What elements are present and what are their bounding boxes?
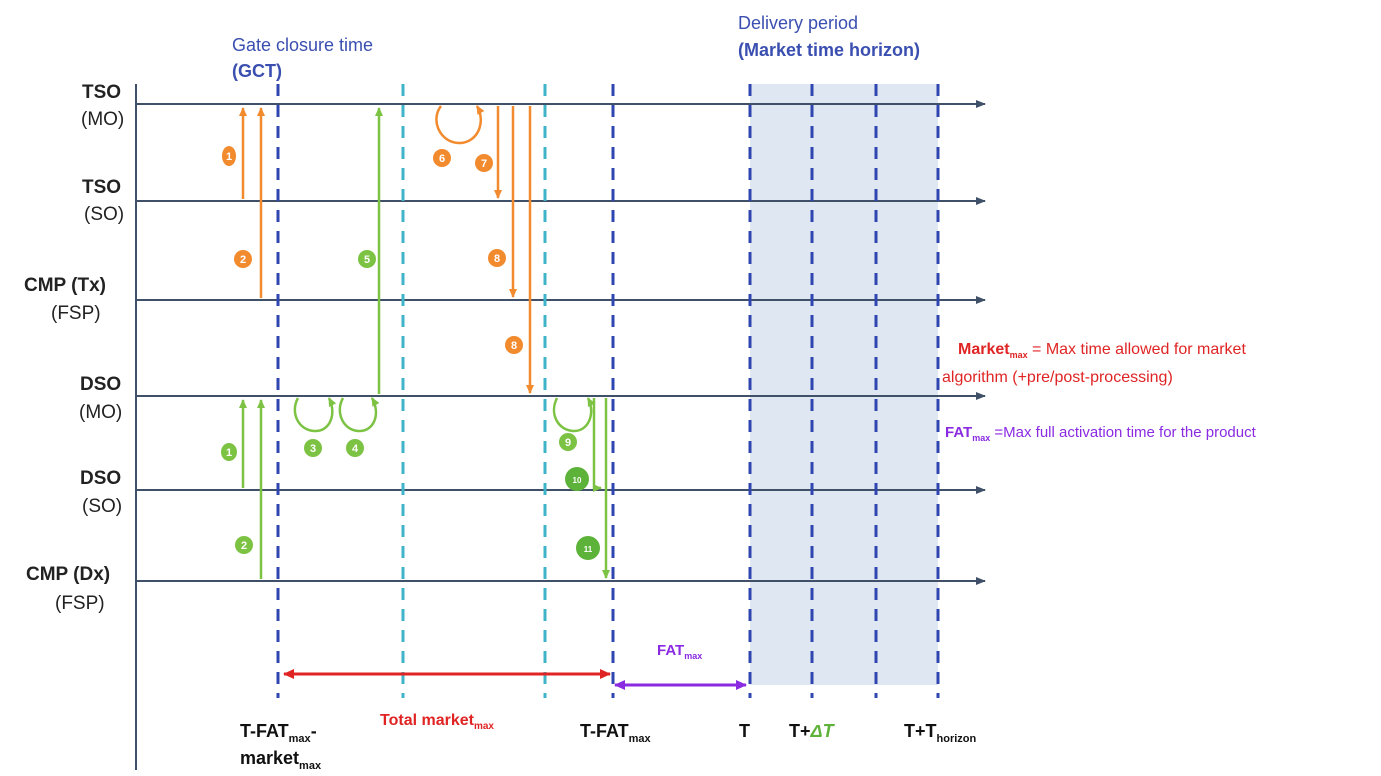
actor-name: DSO — [80, 468, 121, 489]
step-marker: 11 — [576, 536, 600, 560]
milestone-lines — [276, 84, 940, 698]
step-marker: 4 — [346, 439, 364, 457]
gct-abbrev-label: (GCT) — [232, 61, 282, 81]
actor-name: TSO — [82, 82, 121, 103]
actor-role: (SO) — [84, 204, 124, 225]
actor-role: (SO) — [82, 496, 122, 517]
svg-text:11: 11 — [584, 545, 593, 554]
svg-text:8: 8 — [494, 253, 500, 265]
actor-name: TSO — [82, 177, 121, 198]
gct-label: Gate closure time — [232, 35, 373, 55]
dso-step4-loop-arrow — [338, 397, 380, 433]
legend-market-max: Marketmax = Max time allowed for market — [958, 341, 1246, 360]
tso-step6-loop-arrow — [435, 105, 485, 145]
step-marker: 3 — [304, 439, 322, 457]
actor-name: CMP (Dx) — [26, 564, 110, 585]
actor-role: (MO) — [79, 402, 122, 423]
dso-step3-loop-arrow — [293, 397, 337, 433]
svg-text:1: 1 — [226, 447, 232, 459]
label-thorizon: T+Thorizon — [904, 721, 977, 745]
label-gct-time-cont: marketmax — [240, 748, 322, 772]
actor-name: DSO — [80, 374, 121, 395]
svg-text:4: 4 — [352, 443, 359, 455]
delivery-period-region — [750, 84, 938, 685]
actor-labels: TSO (MO) TSO (SO) CMP (Tx) (FSP) DSO (MO… — [24, 82, 124, 614]
dso-step9-loop-arrow — [552, 397, 596, 433]
svg-text:9: 9 — [565, 437, 571, 449]
dso-flow-arrows — [239, 107, 610, 579]
total-market-label: Total marketmax — [380, 712, 494, 732]
actor-role: (FSP) — [51, 303, 101, 324]
actor-role: (MO) — [81, 109, 124, 130]
bottom-labels: T-FATmax- marketmax T-FATmax T T+ΔT T+Th… — [240, 721, 977, 772]
legend: Marketmax = Max time allowed for market … — [942, 341, 1257, 443]
tso-step-markers: 1 2 5 6 7 8 8 — [222, 146, 523, 354]
delivery-period-label: Delivery period — [738, 13, 858, 33]
svg-text:5: 5 — [364, 254, 370, 266]
label-tdelta: T+ΔT — [789, 721, 836, 741]
step-marker: 8 — [488, 249, 506, 267]
step-marker: 6 — [433, 149, 451, 167]
svg-text:6: 6 — [439, 153, 445, 165]
legend-market-max-cont: algorithm (+pre/post-processing) — [942, 369, 1173, 386]
svg-text:1: 1 — [226, 151, 232, 163]
legend-fat-max: FATmax =Max full activation time for the… — [945, 424, 1257, 443]
svg-text:8: 8 — [511, 340, 517, 352]
step-marker: 1 — [222, 146, 236, 166]
step-marker: 7 — [475, 154, 493, 172]
svg-text:3: 3 — [310, 443, 316, 455]
step-marker: 9 — [559, 433, 577, 451]
svg-text:2: 2 — [241, 540, 247, 552]
label-gct-time: T-FATmax- — [240, 721, 317, 745]
actor-role: (FSP) — [55, 593, 105, 614]
step-marker: 5 — [358, 250, 376, 268]
label-tfat: T-FATmax — [580, 721, 652, 745]
label-t: T — [739, 721, 750, 741]
actor-name: CMP (Tx) — [24, 275, 106, 296]
step-marker: 10 — [565, 467, 589, 491]
step-marker: 2 — [235, 536, 253, 554]
market-time-horizon-label: (Market time horizon) — [738, 40, 920, 60]
fat-span-label: FATmax — [657, 642, 702, 661]
step-marker: 1 — [221, 443, 237, 461]
tso-flow-arrows — [239, 105, 534, 394]
dso-step10-arrow — [592, 398, 602, 492]
step-marker: 2 — [234, 250, 252, 268]
step-marker: 8 — [505, 336, 523, 354]
svg-text:7: 7 — [481, 158, 487, 170]
svg-text:10: 10 — [573, 476, 582, 485]
svg-text:2: 2 — [240, 254, 246, 266]
dso-step-markers: 1 2 3 4 9 10 11 — [221, 433, 600, 560]
